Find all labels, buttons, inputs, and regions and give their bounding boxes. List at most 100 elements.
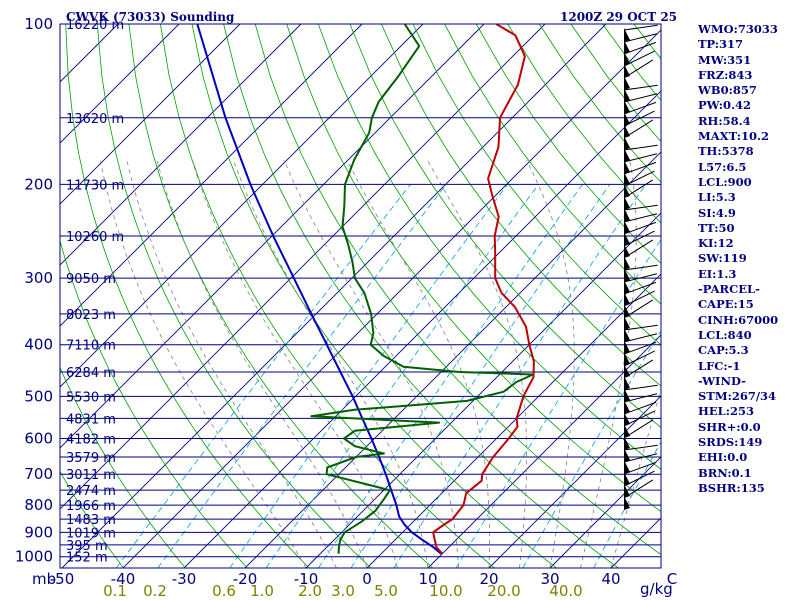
pressure-tick-label: 100 xyxy=(24,15,53,33)
index-line: RH:58.4 xyxy=(698,113,751,128)
wind-barb-pennant xyxy=(624,436,630,450)
dry-adiabat-line xyxy=(286,24,661,513)
sounding-indices-panel: WMO:73033 TP:317 MW:351 FRZ:843 WB0:857 PW:0.… xyxy=(698,22,798,496)
height-label: 6284 m xyxy=(66,366,116,381)
dry-adiabat-line xyxy=(223,24,619,568)
temperature-tick-label: -20 xyxy=(233,570,258,588)
dry-adiabat-line xyxy=(317,24,661,470)
wind-barb-pennant xyxy=(624,364,630,378)
moist-adiabat-line xyxy=(126,159,337,568)
wind-barb-pennant xyxy=(624,424,630,438)
wind-barb-pennant xyxy=(624,340,630,354)
pressure-tick-label: 300 xyxy=(24,269,53,287)
wind-barb-pennant xyxy=(624,472,630,486)
wind-barbs xyxy=(623,24,658,510)
moist-adiabat-line xyxy=(580,159,637,568)
pressure-tick-label: 400 xyxy=(24,336,53,354)
index-line: SI:4.9 xyxy=(698,205,736,220)
height-label: 4831 m xyxy=(66,412,116,427)
moist-adiabat-line xyxy=(610,387,661,568)
mixing-ratio-label: 40.0 xyxy=(549,582,582,600)
wind-barb-pennant xyxy=(624,232,630,246)
mixing-ratio-line xyxy=(229,184,508,568)
isotherm-line xyxy=(60,24,180,144)
wind-barb-pennant xyxy=(624,400,630,414)
index-line: EHI:0.0 xyxy=(698,450,748,465)
wind-barb-staff xyxy=(623,479,654,499)
wind-barb-staff xyxy=(623,33,658,43)
moist-adiabat-line xyxy=(427,159,528,568)
dry-adiabat-line xyxy=(254,24,661,556)
temperature-tick-label: -50 xyxy=(50,570,75,588)
wind-barb-staff xyxy=(623,204,658,211)
height-label: 9050 m xyxy=(66,272,116,287)
wind-barb-staff xyxy=(623,470,655,487)
height-label: 8023 m xyxy=(66,308,116,323)
wind-barb-pennant xyxy=(624,172,630,186)
wind-barb-pennant xyxy=(624,124,630,138)
wind-barb-staff xyxy=(623,50,655,67)
wind-barb-pennant xyxy=(624,40,630,54)
wind-barb-staff xyxy=(623,453,658,463)
index-line: WB0:857 xyxy=(698,83,757,98)
wind-barb-staff xyxy=(623,24,658,31)
pressure-tick-label: 800 xyxy=(24,496,53,514)
wind-barb-staff xyxy=(623,101,657,115)
wind-barb-staff xyxy=(623,461,657,475)
wind-barb-staff xyxy=(623,384,658,391)
temperature-tick-label: 0 xyxy=(362,570,372,588)
wind-barb-pennant xyxy=(624,304,630,318)
wind-barb-staff xyxy=(623,221,657,235)
temperature-tick-label: -10 xyxy=(294,570,319,588)
mixing-ratio-line xyxy=(318,184,583,568)
wind-barb-staff xyxy=(623,119,654,139)
temperature-tick-label: 30 xyxy=(540,570,559,588)
dry-adiabat-line xyxy=(96,24,372,568)
height-label: 13620 m xyxy=(66,112,124,127)
isotherm-line xyxy=(427,334,661,568)
height-label: 10260 m xyxy=(66,230,124,245)
wind-barb-staff xyxy=(623,179,654,199)
dewpoint-trace xyxy=(310,24,534,554)
mixing-ratio-line xyxy=(393,184,647,568)
height-label: 152 m xyxy=(66,551,108,566)
index-line: LCL:840 xyxy=(698,327,752,342)
isotherm-line xyxy=(61,24,607,568)
moist-adiabat-line xyxy=(99,159,307,568)
wind-barb-pennant xyxy=(624,292,630,306)
mixing-ratio-label: 1.0 xyxy=(250,582,274,600)
index-line: CAP:5.3 xyxy=(698,343,749,358)
isotherm-line xyxy=(122,29,661,568)
dry-adiabat-line xyxy=(412,24,661,346)
index-line: L57:6.5 xyxy=(698,159,747,174)
dry-adiabat-line xyxy=(191,24,557,568)
wind-barb-staff xyxy=(623,84,658,91)
temperature-tick-label: 20 xyxy=(479,570,498,588)
wind-barb-pennant xyxy=(624,100,630,114)
mixing-ratio-unit-label: g/kg xyxy=(640,580,673,598)
wind-barb-staff xyxy=(623,273,658,283)
isotherm-line xyxy=(60,24,241,205)
wind-barb-pennant xyxy=(624,388,630,402)
wind-barb-staff xyxy=(623,281,657,295)
wind-barb-pennant xyxy=(624,136,630,150)
isotherm-line xyxy=(60,24,302,266)
wind-barb-staff xyxy=(623,41,657,55)
pressure-tick-label: 500 xyxy=(24,387,53,405)
wind-barb-pennant xyxy=(624,196,630,210)
wind-barb-staff xyxy=(623,350,655,367)
index-line: WMO:73033 xyxy=(698,22,778,36)
wind-barb-pennant xyxy=(624,112,630,126)
index-line: EI:1.3 xyxy=(698,266,737,281)
pressure-tick-label: 700 xyxy=(24,465,53,483)
mixing-ratio-line xyxy=(350,184,611,568)
height-label: 4182 m xyxy=(66,433,116,448)
height-label: 2474 m xyxy=(66,484,116,499)
wind-barb-staff xyxy=(623,290,655,307)
dry-adiabat-line xyxy=(349,24,661,428)
wind-barb-staff xyxy=(623,341,657,355)
wind-barb-pennant xyxy=(624,28,630,42)
wind-barb-staff xyxy=(623,419,654,439)
index-line: -PARCEL- xyxy=(698,282,760,297)
